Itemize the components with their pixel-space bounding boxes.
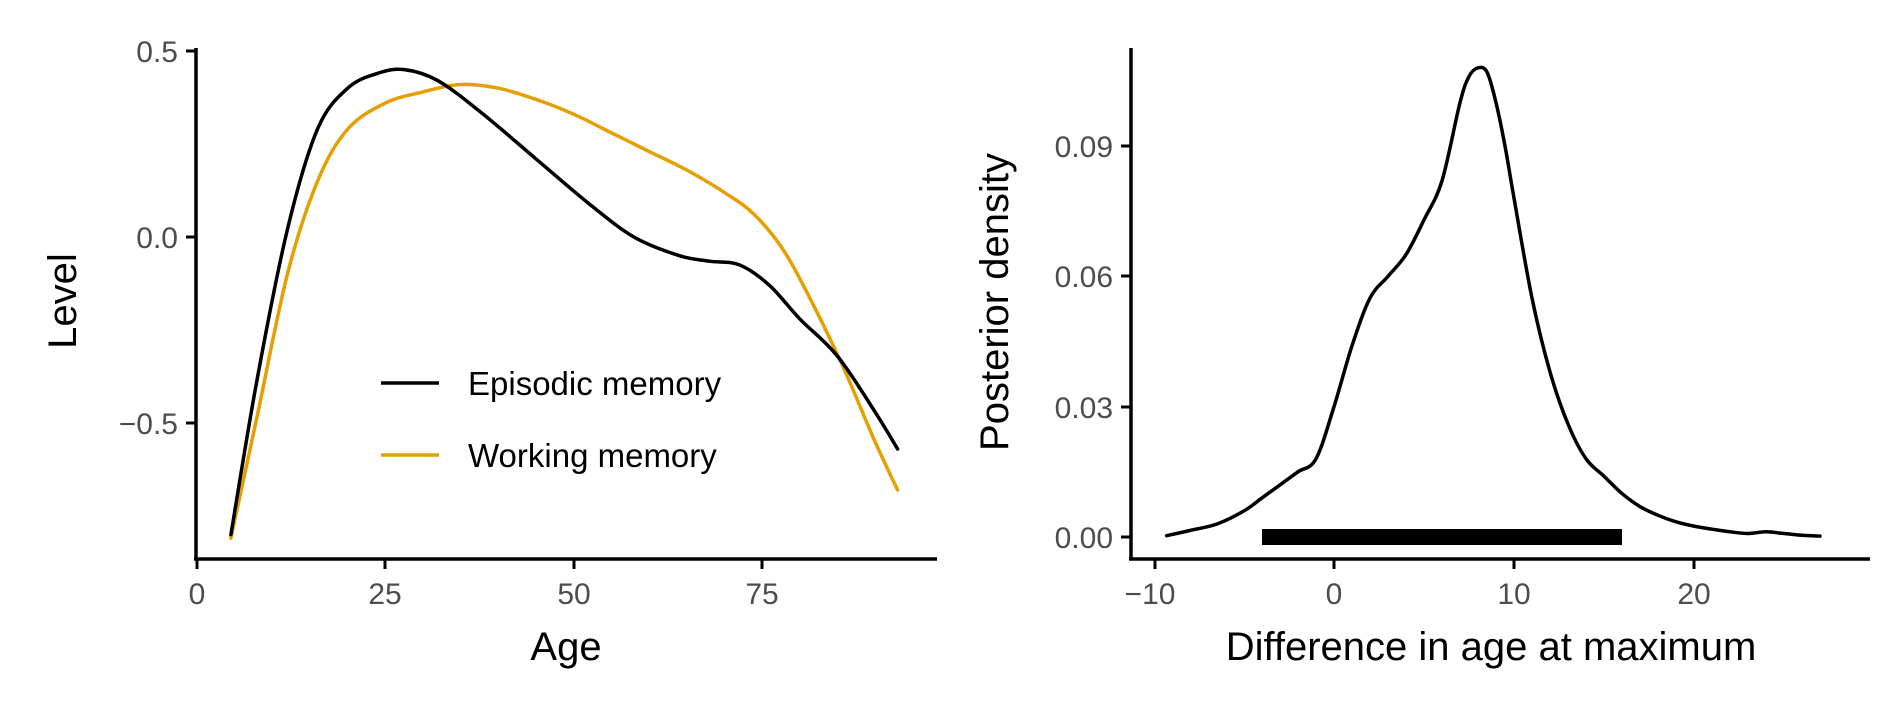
left-series-group (229, 67, 900, 541)
right-x-tick-label-3: 20 (1677, 578, 1710, 611)
left-x-tick-label-0: 0 (189, 578, 206, 611)
right-x-tick-label-1: 0 (1326, 578, 1343, 611)
left-x-axis-title: Age (530, 625, 601, 669)
episodic-memory-line (229, 67, 900, 537)
left-panel: 0.5 0.0 −0.5 0 25 50 75 Age Level Episod… (41, 36, 937, 669)
credible-interval-bar (1262, 529, 1622, 545)
posterior-density-line (1164, 65, 1822, 538)
right-x-axis-title: Difference in age at maximum (1226, 625, 1757, 669)
legend: Episodic memory Working memory (381, 365, 722, 474)
right-y-tick-label-3: 0.09 (1055, 131, 1113, 164)
left-x-tick-label-2: 50 (557, 578, 590, 611)
right-y-tick-label-1: 0.03 (1055, 392, 1113, 425)
working-memory-line (229, 82, 900, 541)
legend-label-episodic: Episodic memory (468, 365, 722, 402)
left-y-tick-label-2: −0.5 (119, 408, 178, 441)
legend-label-working: Working memory (468, 437, 717, 474)
left-y-tick-label-0: 0.5 (136, 36, 178, 69)
right-y-tick-label-0: 0.00 (1055, 522, 1113, 555)
right-x-tick-label-0: −10 (1125, 578, 1176, 611)
left-y-tick-label-1: 0.0 (136, 222, 178, 255)
right-x-tick-label-2: 10 (1497, 578, 1530, 611)
left-x-tick-label-1: 25 (368, 578, 401, 611)
right-series-group (1164, 65, 1822, 545)
left-x-tick-label-3: 75 (745, 578, 778, 611)
right-y-tick-label-2: 0.06 (1055, 261, 1113, 294)
right-panel: 0.00 0.03 0.06 0.09 −10 0 10 20 Differen… (973, 48, 1870, 669)
right-y-axis-title: Posterior density (973, 153, 1017, 451)
left-y-axis-title: Level (41, 253, 85, 349)
